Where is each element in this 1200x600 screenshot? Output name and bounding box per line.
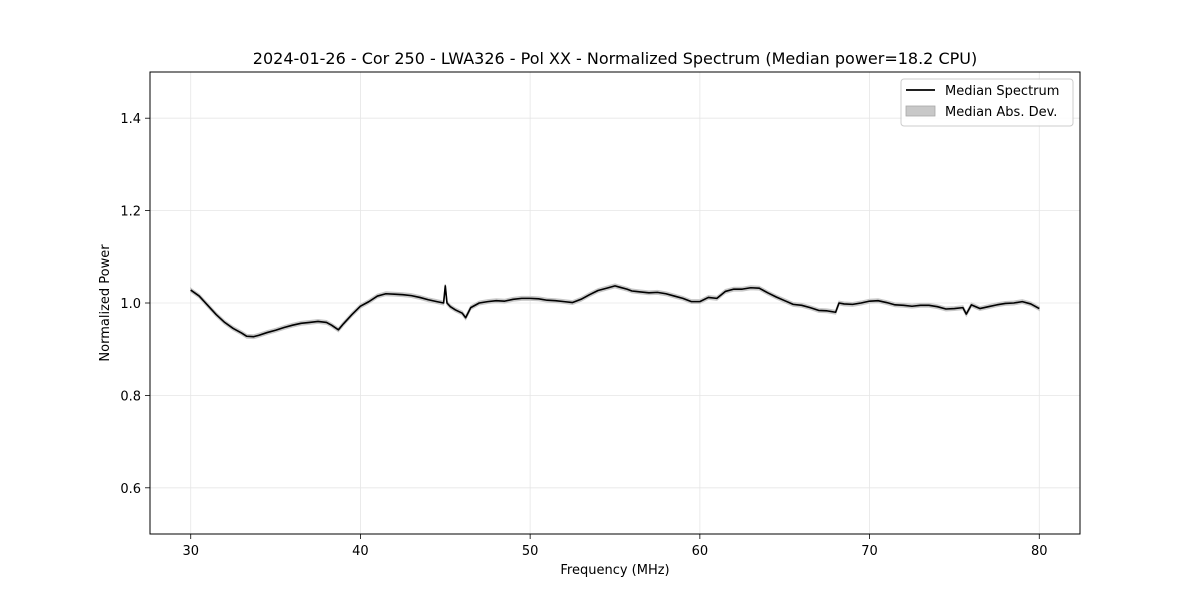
y-axis-label: Normalized Power xyxy=(98,244,113,362)
x-tick-label: 30 xyxy=(182,544,199,559)
x-tick-label: 80 xyxy=(1031,544,1048,559)
median-line-layer xyxy=(190,285,1040,338)
mad-band-layer xyxy=(190,283,1040,340)
x-tick-label: 60 xyxy=(692,544,709,559)
median-spectrum-line xyxy=(190,285,1040,338)
x-axis-label: Frequency (MHz) xyxy=(560,563,669,578)
legend-entry-median-spectrum: Median Spectrum xyxy=(945,84,1059,99)
chart-title: 2024-01-26 - Cor 250 - LWA326 - Pol XX -… xyxy=(253,49,977,68)
legend-entry-median-abs-dev: Median Abs. Dev. xyxy=(945,105,1057,120)
legend-band-swatch xyxy=(905,105,936,117)
x-axis-ticks: 30 40 50 60 70 80 xyxy=(182,534,1048,559)
y-tick-label: 1.0 xyxy=(120,297,141,312)
y-tick-label: 0.6 xyxy=(120,482,141,497)
legend-box xyxy=(900,78,1074,127)
x-tick-label: 70 xyxy=(861,544,878,559)
x-tick-label: 40 xyxy=(352,544,369,559)
legend: Median Spectrum Median Abs. Dev. xyxy=(900,78,1074,127)
median-abs-dev-band xyxy=(190,283,1040,340)
x-tick-label: 50 xyxy=(522,544,539,559)
y-axis-ticks: 0.6 0.8 1.0 1.2 1.4 xyxy=(120,112,150,497)
y-tick-label: 1.2 xyxy=(120,205,141,220)
y-tick-label: 0.8 xyxy=(120,389,141,404)
y-tick-label: 1.4 xyxy=(120,112,141,127)
